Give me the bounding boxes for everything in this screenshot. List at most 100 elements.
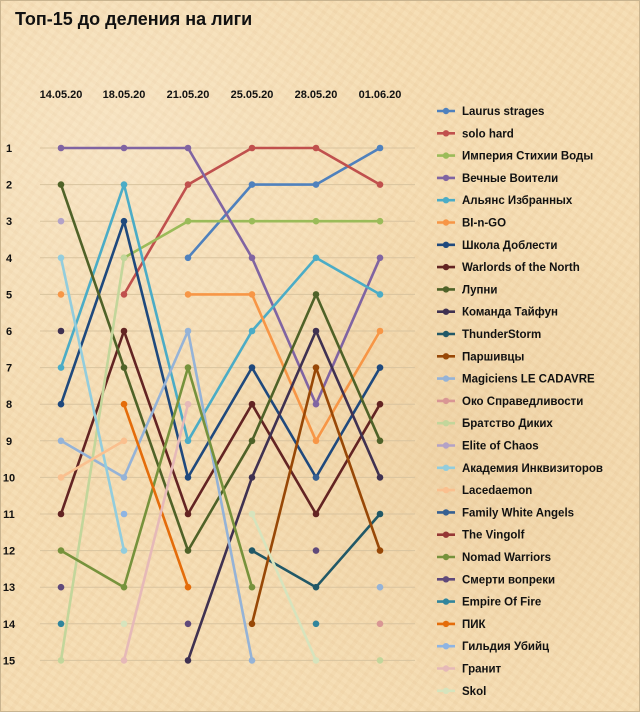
y-tick-label: 13	[3, 582, 15, 594]
legend: Laurus strages solo hard Империя Стихии Во…	[437, 106, 603, 698]
legend-swatch-marker	[442, 130, 450, 137]
legend-swatch-marker	[442, 442, 450, 449]
data-point	[120, 583, 128, 591]
legend-swatch-marker	[442, 397, 450, 405]
legend-swatch-marker	[442, 665, 450, 672]
x-axis-tick-labels: 14.05.20 18.05.20 21.05.20 25.05.20 28.05.20…	[40, 89, 402, 101]
legend-item: Laurus strages	[437, 106, 544, 118]
data-point	[120, 474, 128, 481]
y-tick-label: 1	[6, 143, 12, 155]
data-point	[184, 254, 192, 262]
y-tick-label: 2	[6, 180, 12, 192]
legend-item: Команда Тайфун	[437, 307, 558, 319]
data-point	[248, 181, 256, 188]
data-point	[184, 327, 192, 335]
legend-item: Око Справедливости	[437, 396, 583, 408]
data-point	[184, 474, 192, 481]
data-point	[376, 181, 384, 188]
series-4	[57, 181, 384, 445]
data-point	[184, 181, 192, 188]
legend-swatch-marker	[442, 598, 450, 605]
data-point	[312, 217, 320, 225]
data-point	[312, 291, 320, 298]
data-point	[184, 583, 192, 591]
data-point	[312, 254, 320, 262]
legend-swatch-marker	[442, 353, 450, 360]
data-point	[120, 217, 128, 225]
data-point	[312, 327, 320, 335]
data-point	[376, 437, 384, 445]
legend-label: Империя Стихии Воды	[462, 151, 593, 163]
legend-swatch-marker	[442, 152, 450, 159]
legend-label: Гранит	[462, 664, 502, 676]
data-point	[376, 657, 384, 664]
data-point	[376, 400, 384, 408]
legend-item: Братство Диких	[437, 418, 553, 430]
y-tick-label: 10	[3, 472, 15, 484]
legend-label: Elite of Chaos	[462, 441, 539, 453]
data-point	[248, 510, 256, 518]
data-point	[120, 364, 128, 371]
series-line	[122, 402, 190, 662]
legend-item: Гранит	[437, 664, 502, 676]
legend-label: Академия Инквизиторов	[462, 463, 603, 475]
legend-label: Гильдия Убийц	[462, 641, 549, 653]
data-point	[184, 620, 192, 628]
series-line	[59, 183, 382, 443]
data-point	[376, 510, 384, 518]
data-point	[376, 144, 384, 152]
data-point	[376, 364, 384, 371]
legend-label: Паршивцы	[462, 351, 524, 363]
data-point	[184, 437, 192, 445]
data-point	[184, 217, 192, 225]
data-point	[312, 510, 320, 518]
data-point	[120, 547, 128, 554]
data-point	[57, 583, 65, 591]
legend-swatch-marker	[442, 219, 450, 226]
legend-item: solo hard	[437, 128, 514, 140]
data-point	[248, 254, 256, 262]
legend-label: Команда Тайфун	[462, 307, 558, 319]
data-point	[376, 291, 384, 298]
data-point	[248, 620, 256, 628]
legend-item: Альянс Избранных	[437, 195, 573, 207]
legend-item: Empire Of Fire	[437, 597, 541, 609]
legend-item: Вечные Воители	[437, 173, 558, 185]
legend-label: Братство Диких	[462, 418, 553, 430]
legend-swatch-marker	[442, 576, 450, 583]
legend-label: Magiciens LE CADAVRE	[462, 374, 595, 386]
y-tick-label: 8	[6, 399, 12, 411]
legend-label: Око Справедливости	[462, 396, 583, 408]
data-point	[57, 400, 65, 408]
legend-item: Паршивцы	[437, 351, 524, 363]
data-point	[312, 620, 320, 628]
series-26	[120, 510, 320, 664]
data-point	[248, 583, 256, 591]
data-point	[248, 657, 256, 664]
series-11	[248, 364, 384, 628]
data-point	[184, 364, 192, 371]
legend-label: Лупни	[462, 284, 497, 296]
legend-item: Skol	[437, 686, 486, 698]
legend-item: Гильдия Убийц	[437, 641, 549, 653]
legend-item: Nomad Warriors	[437, 552, 551, 564]
legend-item: Империя Стихии Воды	[437, 151, 593, 163]
y-tick-label: 9	[6, 436, 12, 448]
y-tick-label: 3	[6, 216, 12, 228]
legend-label: Nomad Warriors	[462, 552, 551, 564]
legend-label: Школа Доблести	[462, 240, 557, 252]
x-tick-label: 14.05.20	[40, 89, 83, 101]
series-16	[57, 254, 128, 554]
data-point	[376, 327, 384, 335]
series-22	[57, 620, 320, 628]
data-point	[184, 144, 192, 152]
data-point	[120, 327, 128, 335]
legend-label: The Vingolf	[462, 530, 525, 542]
series-line	[122, 402, 190, 589]
data-point	[248, 144, 256, 152]
series-line	[59, 146, 382, 406]
data-point	[248, 364, 256, 371]
legend-item: The Vingolf	[437, 530, 525, 542]
data-point	[312, 657, 320, 664]
